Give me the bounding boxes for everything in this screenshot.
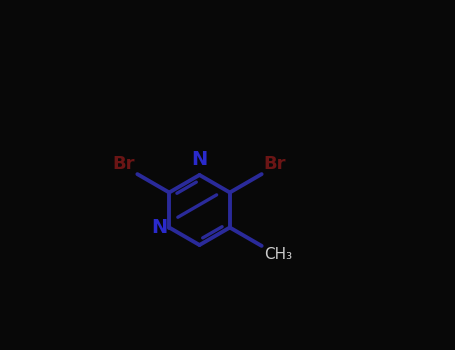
Text: Br: Br: [264, 155, 286, 173]
Text: CH₃: CH₃: [264, 247, 292, 262]
Text: N: N: [151, 218, 167, 237]
Text: Br: Br: [112, 155, 135, 173]
Text: N: N: [192, 150, 207, 169]
